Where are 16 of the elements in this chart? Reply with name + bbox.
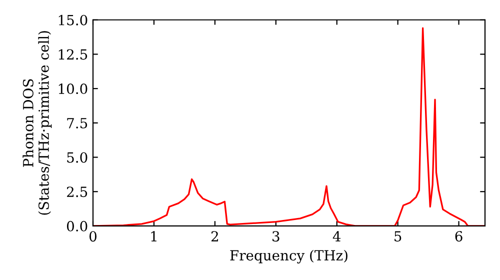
- y-tick-label: 7.5: [67, 118, 88, 128]
- x-tick-label: 6: [455, 231, 462, 242]
- x-tick-label: 0: [89, 231, 96, 242]
- x-tick-label: 3: [272, 231, 280, 242]
- y-tick-label: 0.0: [66, 220, 88, 232]
- y-axis-title: Phonon DOS (States/THz·primitive cell): [22, 31, 52, 215]
- y-tick-label: 12.5: [58, 49, 88, 60]
- y-tick-label: 2.5: [66, 186, 88, 198]
- y-tick-label: 5.0: [67, 152, 88, 163]
- x-axis-title: Frequency (THz): [230, 250, 348, 264]
- x-tick-label: 1: [151, 231, 156, 242]
- x-tick-label: 5: [394, 231, 402, 242]
- x-tick-label: 2: [211, 231, 218, 242]
- y-tick-label: 10.0: [58, 84, 88, 94]
- x-tick-label: 4: [332, 231, 341, 242]
- y-tick-label: 15.0: [58, 14, 88, 26]
